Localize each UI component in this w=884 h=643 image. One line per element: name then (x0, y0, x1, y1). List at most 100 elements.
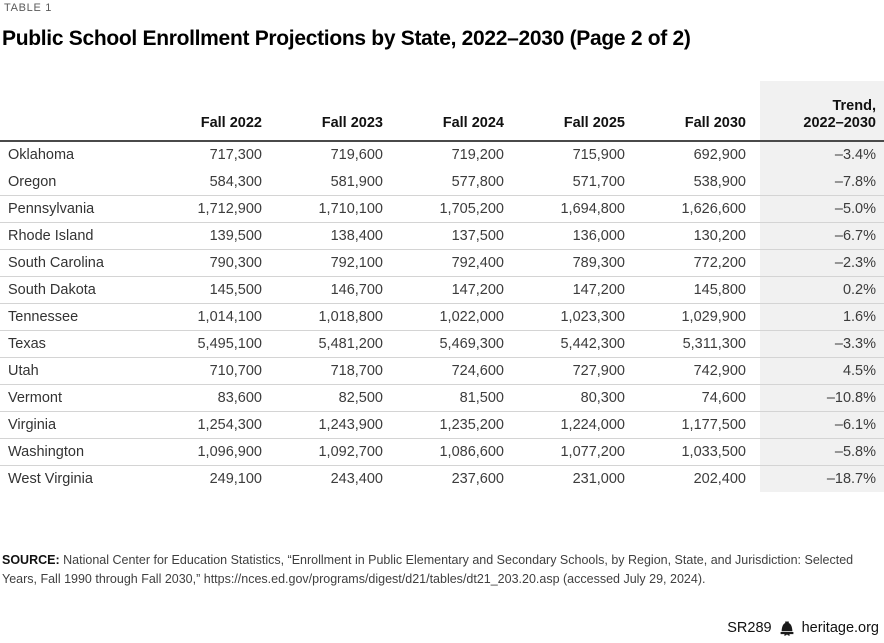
value-cell: 792,100 (330, 254, 383, 271)
state-name: Vermont (8, 389, 62, 406)
table-row: Washington 1,096,900 1,092,700 1,086,600… (0, 438, 884, 465)
value-cell: 1,023,300 (560, 308, 625, 325)
value-cell: 1,712,900 (197, 200, 262, 217)
value-cell: 139,500 (209, 227, 262, 244)
source-label: SOURCE: (2, 553, 60, 567)
value-cell: 146,700 (330, 281, 383, 298)
value-cell: 147,200 (451, 281, 504, 298)
col-header-state-empty (0, 81, 155, 141)
state-name: Oregon (8, 173, 57, 190)
value-cell: 145,500 (209, 281, 262, 298)
trend-value: 1.6% (760, 303, 884, 330)
value-cell: 202,400 (693, 470, 746, 487)
value-cell: 136,000 (572, 227, 625, 244)
state-name: Oklahoma (8, 146, 75, 163)
liberty-bell-icon (779, 621, 795, 636)
trend-value: –2.3% (760, 249, 884, 276)
value-cell: 1,224,000 (560, 416, 625, 433)
trend-value: –6.1% (760, 411, 884, 438)
trend-value: –3.3% (760, 330, 884, 357)
value-cell: 742,900 (693, 362, 746, 379)
value-cell: 1,254,300 (197, 416, 262, 433)
value-cell: 1,077,200 (560, 443, 625, 460)
table-row: Vermont 83,600 82,500 81,500 80,300 74,6… (0, 384, 884, 411)
value-cell: 577,800 (451, 173, 504, 190)
state-name: West Virginia (8, 470, 93, 487)
trend-value: –5.8% (760, 438, 884, 465)
value-cell: 538,900 (693, 173, 746, 190)
value-cell: 82,500 (338, 389, 383, 406)
col-header-fall-2030: Fall 2030 (684, 115, 746, 132)
table-row: Texas 5,495,100 5,481,200 5,469,300 5,44… (0, 330, 884, 357)
value-cell: 792,400 (451, 254, 504, 271)
value-cell: 790,300 (209, 254, 262, 271)
trend-value: –6.7% (760, 222, 884, 249)
value-cell: 1,705,200 (439, 200, 504, 217)
state-name: Virginia (8, 416, 57, 433)
trend-value: –7.8% (760, 168, 884, 195)
value-cell: 1,694,800 (560, 200, 625, 217)
value-cell: 145,800 (693, 281, 746, 298)
value-cell: 571,700 (572, 173, 625, 190)
value-cell: 719,200 (451, 146, 504, 163)
value-cell: 719,600 (330, 146, 383, 163)
table-row: Utah 710,700 718,700 724,600 727,900 742… (0, 357, 884, 384)
value-cell: 1,096,900 (197, 443, 262, 460)
enrollment-table: Fall 2022 Fall 2023 Fall 2024 Fall 2025 … (0, 81, 884, 493)
value-cell: 5,495,100 (197, 335, 262, 352)
value-cell: 789,300 (572, 254, 625, 271)
value-cell: 138,400 (330, 227, 383, 244)
trend-value: –18.7% (760, 465, 884, 492)
table-row: Oklahoma 717,300 719,600 719,200 715,900… (0, 141, 884, 168)
value-cell: 584,300 (209, 173, 262, 190)
table-row: South Dakota 145,500 146,700 147,200 147… (0, 276, 884, 303)
value-cell: 231,000 (572, 470, 625, 487)
value-cell: 1,029,900 (681, 308, 746, 325)
col-header-fall-2022: Fall 2022 (200, 115, 262, 132)
value-cell: 717,300 (209, 146, 262, 163)
col-header-trend: Trend, 2022–2030 (760, 81, 884, 141)
table-row: Virginia 1,254,300 1,243,900 1,235,200 1… (0, 411, 884, 438)
value-cell: 1,177,500 (681, 416, 746, 433)
value-cell: 1,033,500 (681, 443, 746, 460)
value-cell: 1,022,000 (439, 308, 504, 325)
trend-value: –5.0% (760, 195, 884, 222)
state-name: Washington (8, 443, 85, 460)
table-row: West Virginia 249,100 243,400 237,600 23… (0, 465, 884, 492)
trend-header-line2: 2022–2030 (803, 115, 876, 132)
value-cell: 83,600 (217, 389, 262, 406)
state-name: Pennsylvania (8, 200, 95, 217)
value-cell: 130,200 (693, 227, 746, 244)
value-cell: 1,235,200 (439, 416, 504, 433)
trend-value: 4.5% (760, 357, 884, 384)
col-header-fall-2025: Fall 2025 (563, 115, 625, 132)
state-name: Rhode Island (8, 227, 94, 244)
value-cell: 249,100 (209, 470, 262, 487)
col-header-fall-2023: Fall 2023 (321, 115, 383, 132)
value-cell: 1,626,600 (681, 200, 746, 217)
value-cell: 147,200 (572, 281, 625, 298)
value-cell: 715,900 (572, 146, 625, 163)
value-cell: 581,900 (330, 173, 383, 190)
table-label: TABLE 1 (4, 2, 53, 14)
trend-header-line1: Trend, (832, 97, 876, 114)
state-name: Texas (8, 335, 46, 352)
value-cell: 692,900 (693, 146, 746, 163)
value-cell: 5,311,300 (682, 335, 746, 352)
footer-site: heritage.org (801, 620, 879, 636)
table-row: Rhode Island 139,500 138,400 137,500 136… (0, 222, 884, 249)
page-title: Public School Enrollment Projections by … (2, 27, 691, 50)
value-cell: 237,600 (451, 470, 504, 487)
value-cell: 1,092,700 (318, 443, 383, 460)
value-cell: 243,400 (330, 470, 383, 487)
value-cell: 80,300 (580, 389, 625, 406)
source-note: SOURCE: National Center for Education St… (2, 551, 882, 590)
state-name: Utah (8, 362, 39, 379)
value-cell: 81,500 (459, 389, 504, 406)
report-id: SR289 (727, 620, 772, 636)
value-cell: 1,243,900 (318, 416, 383, 433)
value-cell: 5,469,300 (439, 335, 504, 352)
state-name: South Dakota (8, 281, 96, 298)
value-cell: 5,481,200 (318, 335, 383, 352)
